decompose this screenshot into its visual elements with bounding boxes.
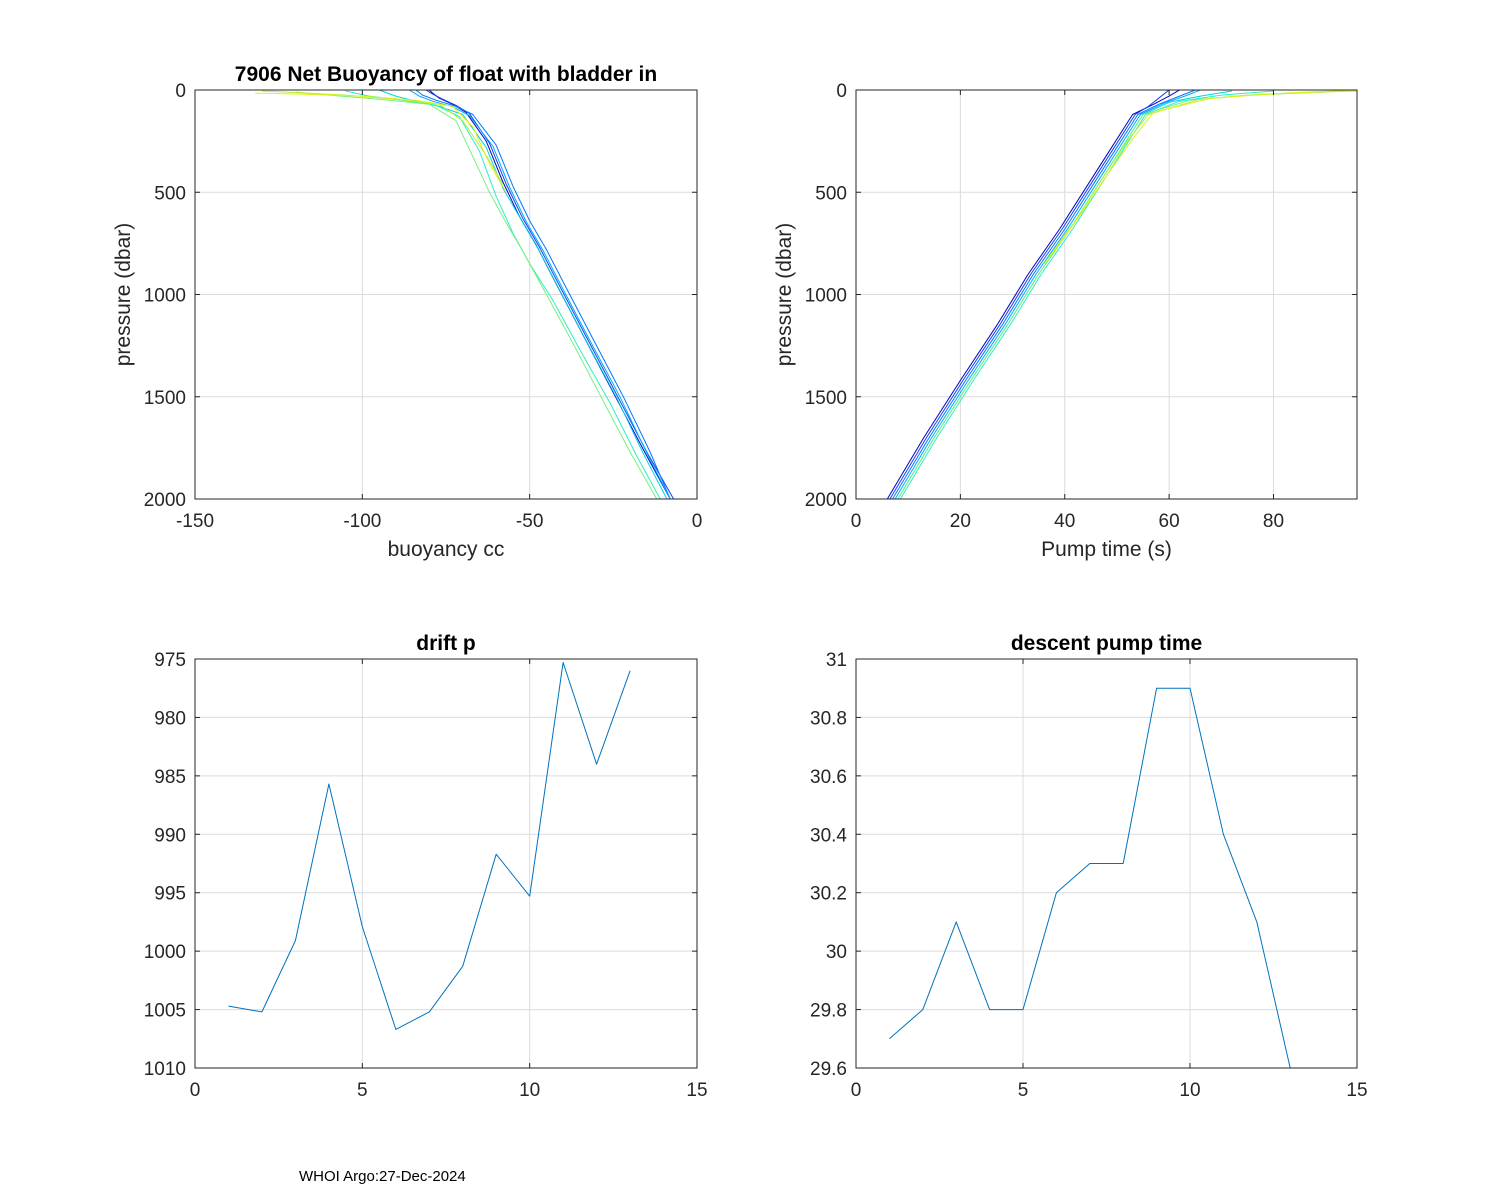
x-tick-label: 10 — [1179, 1080, 1200, 1101]
panel-buoyancy: -150 -100 -50 0 0 500 1000 1500 2000 buoyancy cc p… — [112, 63, 702, 561]
y-tick-label: 1500 — [805, 388, 847, 409]
y-tick-label: 0 — [836, 81, 847, 102]
axis-box — [855, 658, 1358, 1069]
y-tick-label: 30.6 — [810, 767, 847, 788]
series-line-3 — [892, 90, 1196, 499]
panel-descent-pump-time: 0 5 10 15 29.6 29.8 30 30.2 30.4 30.6 30.8 31 descen… — [810, 632, 1368, 1101]
y-tick-label: 980 — [154, 708, 186, 729]
series-group — [255, 90, 675, 499]
y-tick-label: 1000 — [144, 286, 186, 307]
y-tick-label: 0 — [175, 81, 186, 102]
panel-drift-p: 0 5 10 15 975 980 985 990 995 1000 1005 1010 drift p — [144, 632, 708, 1101]
x-tick-label: 20 — [950, 511, 971, 532]
y-tick-label: 1010 — [144, 1059, 186, 1080]
series-line-1 — [228, 662, 631, 1030]
series-line-1 — [428, 90, 671, 499]
y-tick-label: 30.8 — [810, 708, 847, 729]
x-tick-label: 15 — [1346, 1080, 1367, 1101]
series-line-6 — [899, 90, 1274, 499]
series-line-9 — [1048, 90, 1357, 258]
x-tick-label: 0 — [851, 1080, 862, 1101]
chart-title: drift p — [416, 632, 475, 655]
x-tick-label: -150 — [176, 511, 214, 532]
x-tick-label: 80 — [1263, 511, 1284, 532]
y-tick-label: 990 — [154, 825, 186, 846]
series-group — [228, 662, 631, 1030]
y-tick-label: 500 — [154, 183, 186, 204]
x-tick-label: 40 — [1054, 511, 1075, 532]
series-line-4 — [408, 90, 671, 499]
x-axis-title: buoyancy cc — [388, 538, 505, 561]
y-tick-label: 30 — [826, 942, 847, 963]
series-line-1 — [889, 687, 1291, 1068]
y-tick-label: 1000 — [805, 286, 847, 307]
x-tick-label: -50 — [516, 511, 543, 532]
y-tick-label: 985 — [154, 767, 186, 788]
panel-pump-time: 0 20 40 60 80 0 500 1000 1500 2000 Pump time (s) pr… — [773, 81, 1358, 561]
series-line-2 — [889, 90, 1170, 499]
x-tick-label: 60 — [1159, 511, 1180, 532]
y-axis-title: pressure (dbar) — [112, 223, 135, 367]
y-axis-title: pressure (dbar) — [773, 223, 796, 367]
y-tick-label: 31 — [826, 650, 847, 671]
series-group — [886, 90, 1357, 499]
series-line-1 — [886, 90, 1180, 499]
x-tick-label: 5 — [357, 1080, 368, 1101]
y-tick-label: 1005 — [144, 1001, 186, 1022]
chart-title: descent pump time — [1011, 632, 1202, 655]
y-tick-label: 500 — [815, 183, 847, 204]
y-tick-label: 29.6 — [810, 1059, 847, 1080]
y-tick-label: 1000 — [144, 942, 186, 963]
footer-credit: WHOI Argo:27-Dec-2024 — [299, 1168, 466, 1185]
series-line-7 — [295, 91, 658, 499]
series-group — [889, 687, 1291, 1068]
series-line-4 — [894, 90, 1201, 499]
x-tick-label: 0 — [692, 511, 703, 532]
y-tick-label: 30.4 — [810, 825, 847, 846]
x-tick-label: -100 — [343, 511, 381, 532]
x-tick-label: 10 — [519, 1080, 540, 1101]
series-line-9 — [255, 92, 507, 193]
y-tick-label: 2000 — [805, 490, 847, 511]
series-line-2 — [425, 90, 675, 499]
series-line-3 — [415, 90, 671, 499]
x-tick-label: 5 — [1018, 1080, 1029, 1101]
axis-box — [194, 658, 698, 1069]
y-tick-label: 2000 — [144, 490, 186, 511]
y-tick-label: 1500 — [144, 388, 186, 409]
y-tick-label: 995 — [154, 884, 186, 905]
x-axis-title: Pump time (s) — [1041, 538, 1172, 561]
chart-title: 7906 Net Buoyancy of float with bladder … — [235, 63, 657, 86]
x-tick-label: 0 — [190, 1080, 201, 1101]
plot-area — [195, 659, 697, 1068]
y-tick-label: 29.8 — [810, 1001, 847, 1022]
series-line-8 — [261, 90, 504, 185]
y-tick-label: 975 — [154, 650, 186, 671]
y-tick-label: 30.2 — [810, 884, 847, 905]
x-tick-label: 0 — [851, 511, 862, 532]
x-tick-label: 15 — [686, 1080, 707, 1101]
